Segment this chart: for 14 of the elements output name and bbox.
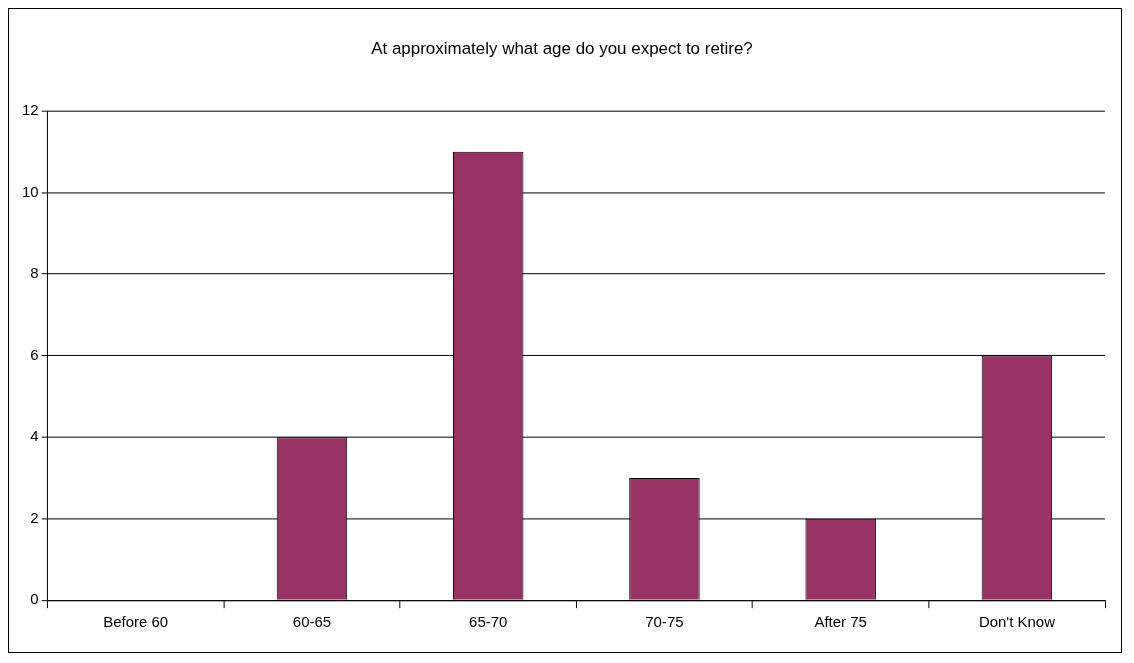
y-tick-label: 4 [30, 427, 39, 445]
y-tick-label: 12 [21, 101, 39, 119]
x-tick-label: After 75 [814, 613, 867, 631]
x-tick-label: Before 60 [103, 613, 169, 631]
y-tick-label: 0 [30, 590, 39, 608]
x-tick-label: 60-65 [292, 613, 332, 631]
y-tick-label: 6 [30, 345, 39, 363]
y-tick-label: 2 [30, 508, 39, 526]
x-tick-label: 70-75 [645, 613, 684, 631]
y-tick-label: 10 [21, 182, 39, 200]
x-tick-label: Don't Know [978, 613, 1056, 631]
x-tick-label: 65-70 [469, 613, 508, 631]
y-tick-label: 8 [30, 264, 39, 282]
chart-title: At approximately what age do you expect to retire? [371, 38, 753, 58]
